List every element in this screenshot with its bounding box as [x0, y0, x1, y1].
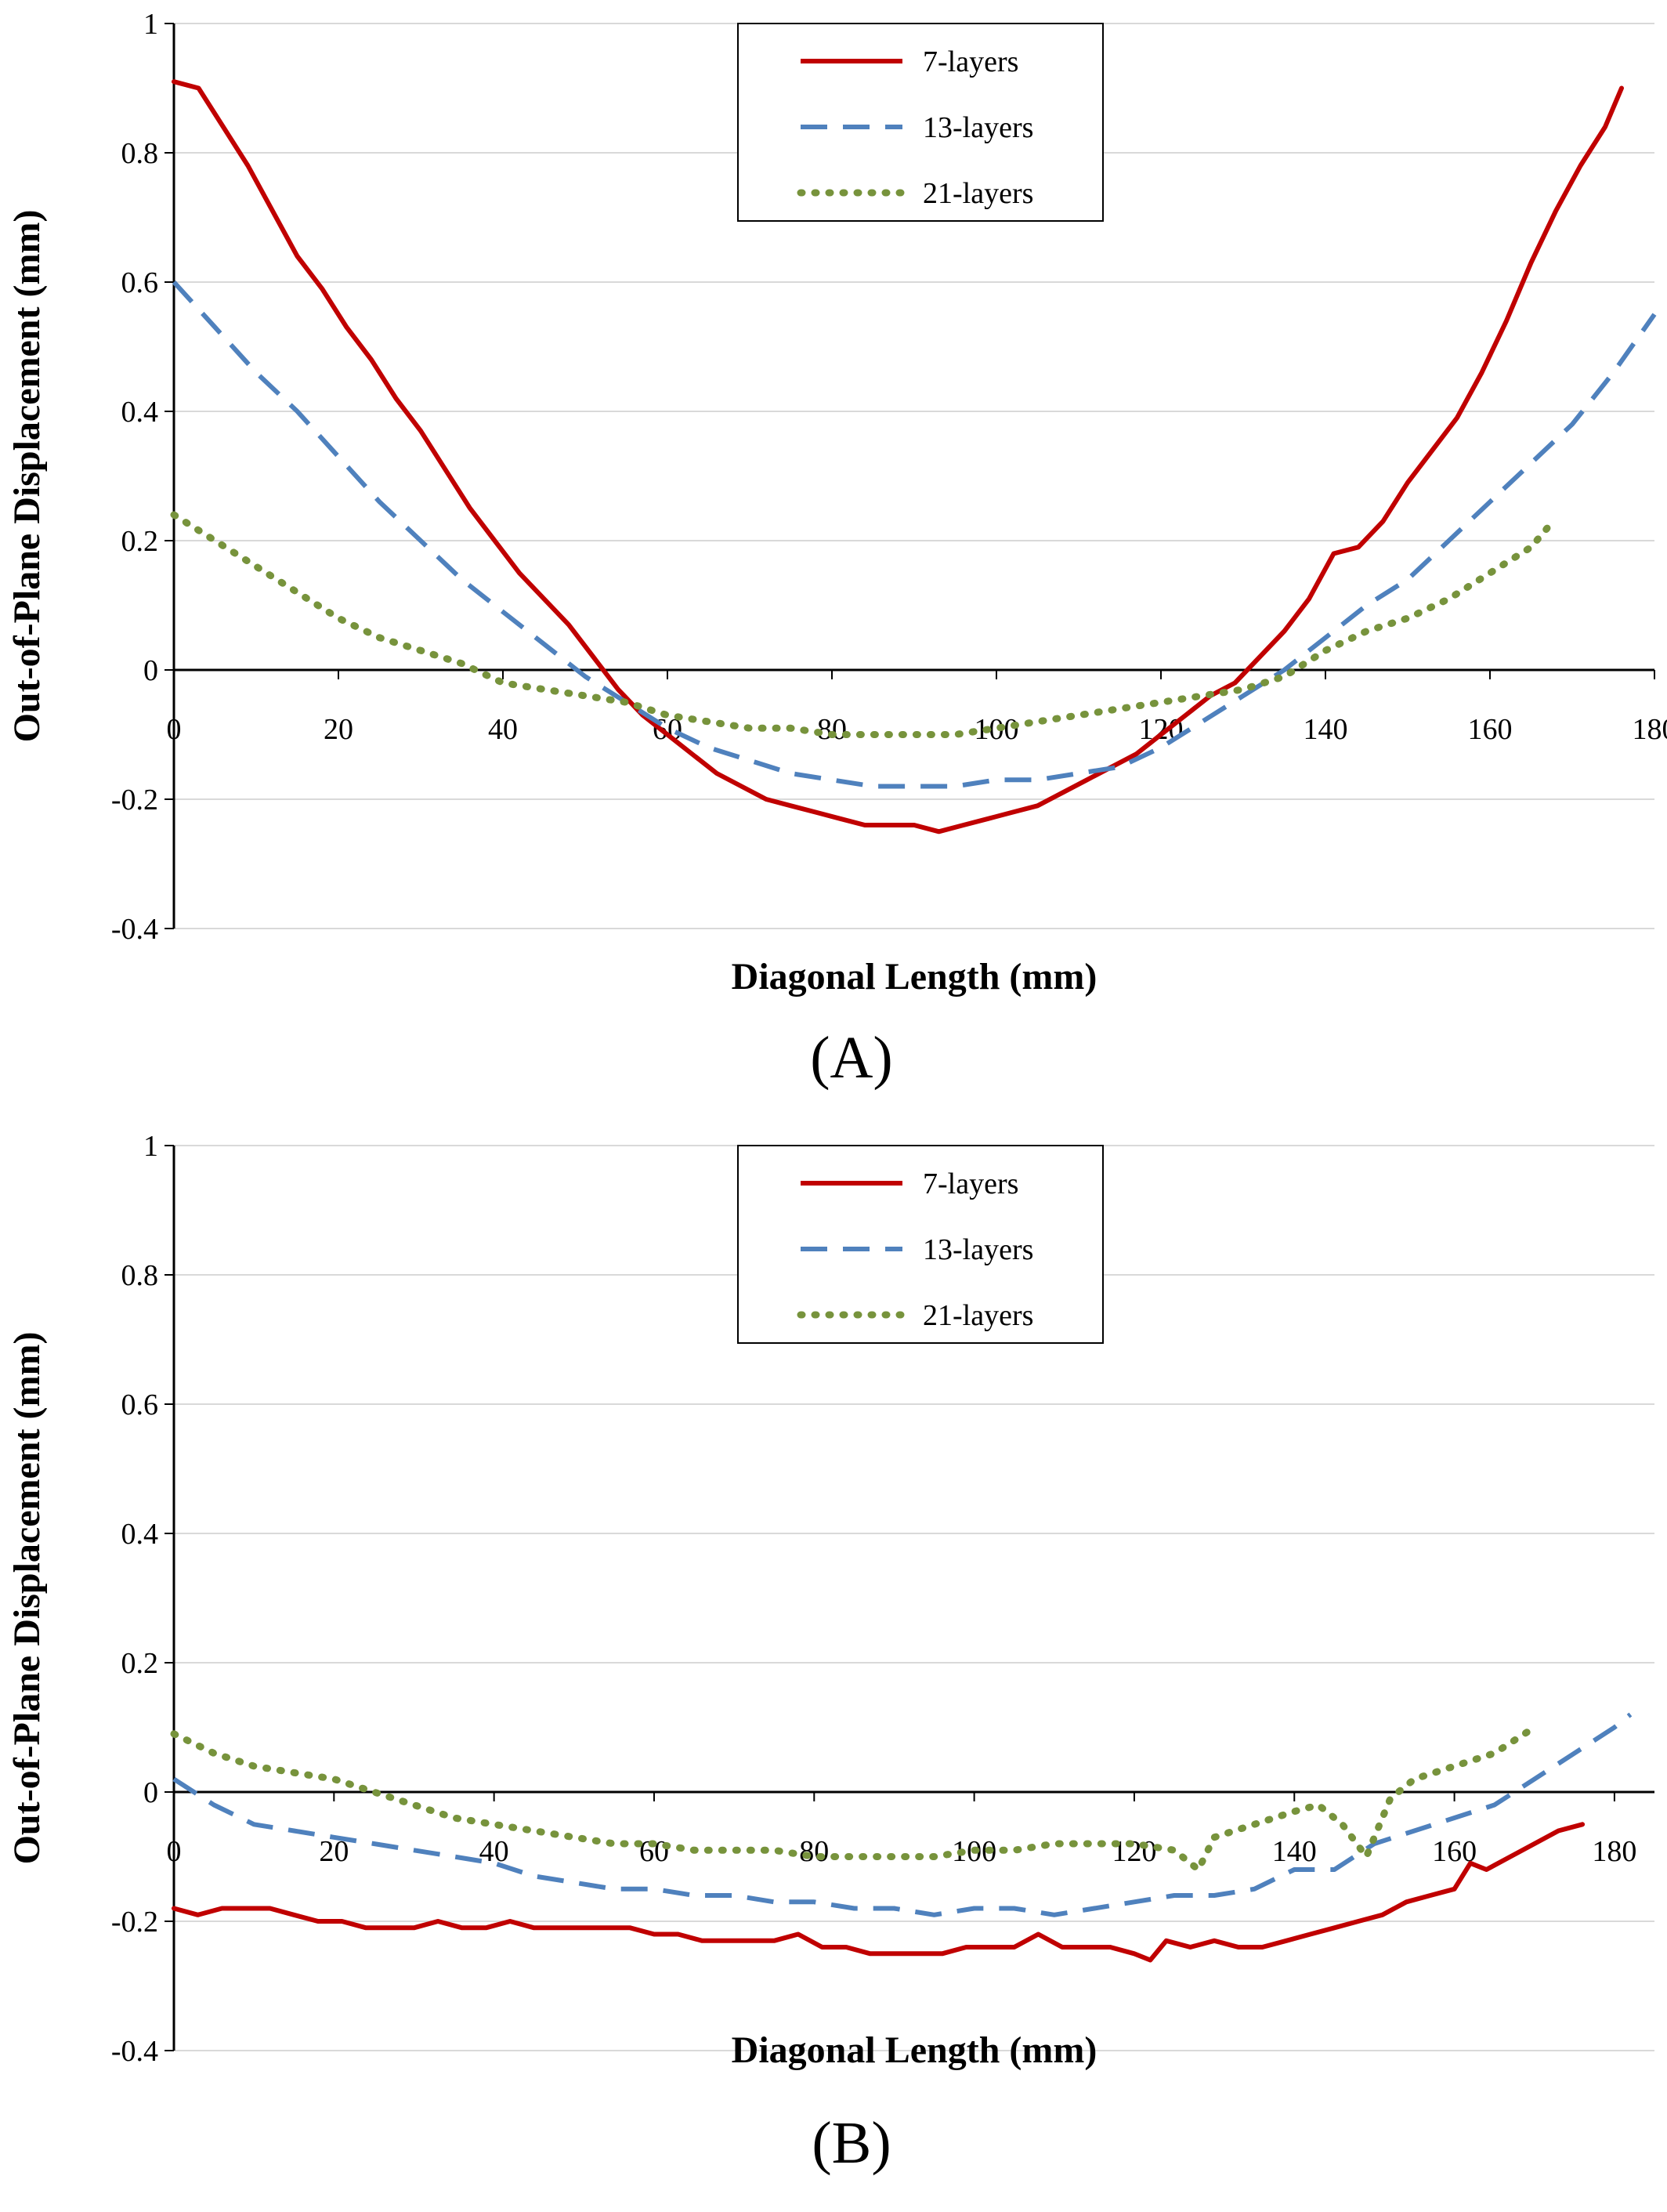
x-axis-title: Diagonal Length (mm) — [732, 2029, 1097, 2071]
x-tick-label: 120 — [1112, 1835, 1156, 1868]
panel-label: (A) — [810, 1025, 893, 1091]
x-tick-label: 160 — [1468, 713, 1513, 746]
y-tick-label: 0.8 — [121, 137, 159, 170]
y-tick-label: 1 — [143, 8, 158, 41]
series-line-13-layers — [172, 280, 1657, 789]
y-tick-label: 0.6 — [121, 1388, 159, 1421]
y-tick-label: -0.2 — [111, 1906, 158, 1939]
x-tick-label: 0 — [167, 713, 182, 746]
legend-label: 13-layers — [923, 111, 1033, 144]
chart-panel-a: -0.4-0.200.20.40.60.810 20 40 60 80 100 120 140… — [6, 8, 1667, 1091]
series-line-7-layers — [172, 1822, 1586, 1963]
x-tick-label: 140 — [1272, 1835, 1317, 1868]
legend-label: 7-layers — [923, 1168, 1018, 1200]
x-tick-label: 180 — [1633, 713, 1667, 746]
y-tick-label: -0.2 — [111, 784, 158, 816]
y-tick-label: -0.4 — [111, 913, 158, 946]
x-tick-label: 120 — [1139, 713, 1184, 746]
series-line-21-layers — [170, 511, 1551, 738]
legend-box — [737, 1145, 1104, 1344]
x-tick-label: 0 — [167, 1835, 182, 1868]
series-line-21-layers — [170, 1724, 1539, 1874]
x-tick-label: 20 — [324, 713, 353, 746]
series-line-13-layers — [172, 1712, 1633, 1917]
x-tick-label: 180 — [1592, 1835, 1636, 1868]
legend-label: 13-layers — [923, 1233, 1033, 1266]
y-tick-label: 0.8 — [121, 1259, 159, 1292]
y-tick-label: 1 — [143, 1130, 158, 1163]
y-tick-label: 0.6 — [121, 266, 159, 299]
y-tick-label: -0.4 — [111, 2035, 158, 2068]
y-tick-label: 0 — [143, 654, 158, 687]
x-tick-label: 140 — [1304, 713, 1348, 746]
x-tick-label: 80 — [799, 1835, 829, 1868]
y-tick-label: 0.4 — [121, 396, 159, 429]
y-tick-label: 0.2 — [121, 1647, 159, 1680]
legend-label: 7-layers — [923, 45, 1018, 78]
y-tick-label: 0.4 — [121, 1518, 159, 1551]
x-tick-label: 100 — [975, 713, 1019, 746]
chart-panel-b: -0.4-0.200.20.40.60.810 20 40 60 80 100 120 140… — [6, 1130, 1654, 2176]
legend-box — [737, 23, 1104, 222]
x-tick-label: 40 — [488, 713, 518, 746]
y-axis-title: Out-of-Plane Displacement (mm) — [6, 210, 48, 743]
panel-label: (B) — [812, 2110, 891, 2176]
y-tick-label: 0.2 — [121, 525, 159, 558]
y-tick-label: 0 — [143, 1776, 158, 1809]
x-tick-label: 80 — [817, 713, 847, 746]
x-tick-label: 40 — [479, 1835, 509, 1868]
x-axis-title: Diagonal Length (mm) — [732, 956, 1097, 997]
y-axis-title: Out-of-Plane Displacement (mm) — [6, 1332, 48, 1865]
legend-label: 21-layers — [923, 1299, 1033, 1332]
x-tick-label: 60 — [639, 1835, 669, 1868]
series-line-7-layers — [172, 79, 1624, 834]
legend-label: 21-layers — [923, 177, 1033, 210]
